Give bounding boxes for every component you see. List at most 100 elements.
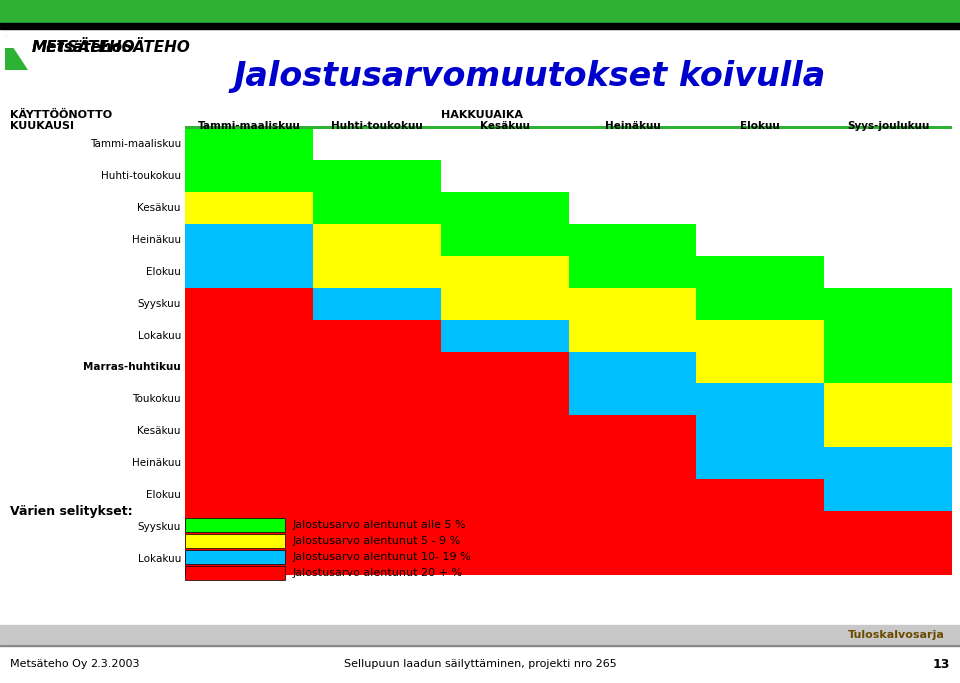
Bar — [185, 126, 952, 129]
Bar — [185, 518, 285, 532]
Bar — [825, 447, 952, 479]
Bar — [568, 447, 696, 479]
Text: Kesäkuu: Kesäkuu — [137, 426, 181, 436]
Bar — [825, 479, 952, 511]
Bar — [696, 383, 825, 415]
Bar — [441, 415, 568, 447]
Bar — [313, 192, 441, 224]
Text: Kesäkuu: Kesäkuu — [480, 121, 530, 131]
Bar — [0, 645, 960, 683]
Bar — [825, 352, 952, 383]
Text: KUUKAUSI: KUUKAUSI — [10, 121, 74, 131]
Text: HAKKUUAIKA: HAKKUUAIKA — [441, 110, 522, 120]
Bar — [313, 511, 441, 543]
Bar — [313, 224, 441, 255]
Bar — [825, 320, 952, 352]
Bar — [185, 550, 285, 564]
Text: Jalostusarvo alentunut 20 + %: Jalostusarvo alentunut 20 + % — [293, 568, 463, 578]
Bar — [0, 0, 960, 23]
Bar — [696, 543, 825, 575]
Text: Syyskuu: Syyskuu — [137, 522, 181, 532]
Text: Syyskuu: Syyskuu — [137, 298, 181, 309]
Text: Jalostusarvo alentunut 10- 19 %: Jalostusarvo alentunut 10- 19 % — [293, 552, 471, 562]
Text: Lokakuu: Lokakuu — [137, 331, 181, 341]
Text: Syys-joulukuu: Syys-joulukuu — [847, 121, 929, 131]
Bar — [185, 255, 313, 288]
Bar — [696, 511, 825, 543]
Bar — [696, 447, 825, 479]
Text: Huhti-toukokuu: Huhti-toukokuu — [101, 171, 181, 181]
Bar — [825, 543, 952, 575]
Text: Tuloskalvosarja: Tuloskalvosarja — [848, 630, 945, 640]
Bar — [568, 255, 696, 288]
Bar — [313, 255, 441, 288]
Bar — [696, 415, 825, 447]
Bar — [0, 645, 960, 646]
Bar — [313, 320, 441, 352]
Text: Lokakuu: Lokakuu — [137, 554, 181, 564]
Bar — [825, 511, 952, 543]
Text: Heinäkuu: Heinäkuu — [605, 121, 660, 131]
Bar — [568, 511, 696, 543]
Bar — [185, 415, 313, 447]
Bar — [568, 383, 696, 415]
Bar — [441, 543, 568, 575]
Bar — [568, 415, 696, 447]
Bar — [185, 320, 313, 352]
Bar — [568, 288, 696, 320]
Bar — [313, 415, 441, 447]
Polygon shape — [5, 35, 28, 70]
Text: Tammi-maaliskuu: Tammi-maaliskuu — [89, 139, 181, 149]
Bar — [568, 352, 696, 383]
Bar — [696, 479, 825, 511]
Bar — [0, 625, 960, 645]
Bar — [313, 543, 441, 575]
Bar — [441, 224, 568, 255]
Bar — [696, 288, 825, 320]
Bar — [441, 352, 568, 383]
Bar — [185, 192, 313, 224]
Text: Värien selitykset:: Värien selitykset: — [10, 505, 132, 518]
Bar — [696, 320, 825, 352]
Bar — [0, 29, 960, 83]
Bar — [185, 224, 313, 255]
Bar — [185, 383, 313, 415]
Bar — [441, 383, 568, 415]
Bar — [313, 352, 441, 383]
Bar — [441, 192, 568, 224]
Bar — [568, 543, 696, 575]
Bar — [0, 23, 960, 29]
Bar — [185, 479, 313, 511]
Text: Sellupuun laadun säilyttäminen, projekti nro 265: Sellupuun laadun säilyttäminen, projekti… — [344, 659, 616, 669]
Bar — [313, 383, 441, 415]
Bar — [185, 534, 285, 548]
Text: Jalostusarvomuutokset koivulla: Jalostusarvomuutokset koivulla — [234, 60, 827, 93]
Text: 2.3.2003: 2.3.2003 — [90, 659, 139, 669]
Bar — [185, 566, 285, 580]
Text: Kesäkuu: Kesäkuu — [137, 203, 181, 213]
Bar — [441, 255, 568, 288]
Bar — [185, 543, 313, 575]
Text: Huhti-toukokuu: Huhti-toukokuu — [331, 121, 422, 131]
Text: Jalostusarvo alentunut 5 - 9 %: Jalostusarvo alentunut 5 - 9 % — [293, 536, 461, 546]
Text: METSÄTEHO: METSÄTEHO — [32, 40, 135, 55]
Bar — [825, 415, 952, 447]
Bar — [313, 288, 441, 320]
Bar — [185, 160, 313, 192]
Bar — [185, 352, 313, 383]
Polygon shape — [5, 35, 15, 48]
Bar — [441, 447, 568, 479]
Text: Metsäteho Oy: Metsäteho Oy — [10, 659, 87, 669]
Bar — [696, 255, 825, 288]
Bar — [185, 128, 313, 160]
Bar — [185, 447, 313, 479]
Text: Tammi-maaliskuu: Tammi-maaliskuu — [198, 121, 300, 131]
Bar — [568, 224, 696, 255]
Text: Elokuu: Elokuu — [146, 266, 181, 277]
Text: Jalostusarvo alentunut alle 5 %: Jalostusarvo alentunut alle 5 % — [293, 520, 467, 530]
Bar — [441, 479, 568, 511]
Bar — [825, 383, 952, 415]
Text: Heinäkuu: Heinäkuu — [132, 235, 181, 245]
Text: Marras-huhtikuu: Marras-huhtikuu — [84, 363, 181, 372]
Text: KÄYTTÖÖNOTTO: KÄYTTÖÖNOTTO — [10, 110, 112, 120]
